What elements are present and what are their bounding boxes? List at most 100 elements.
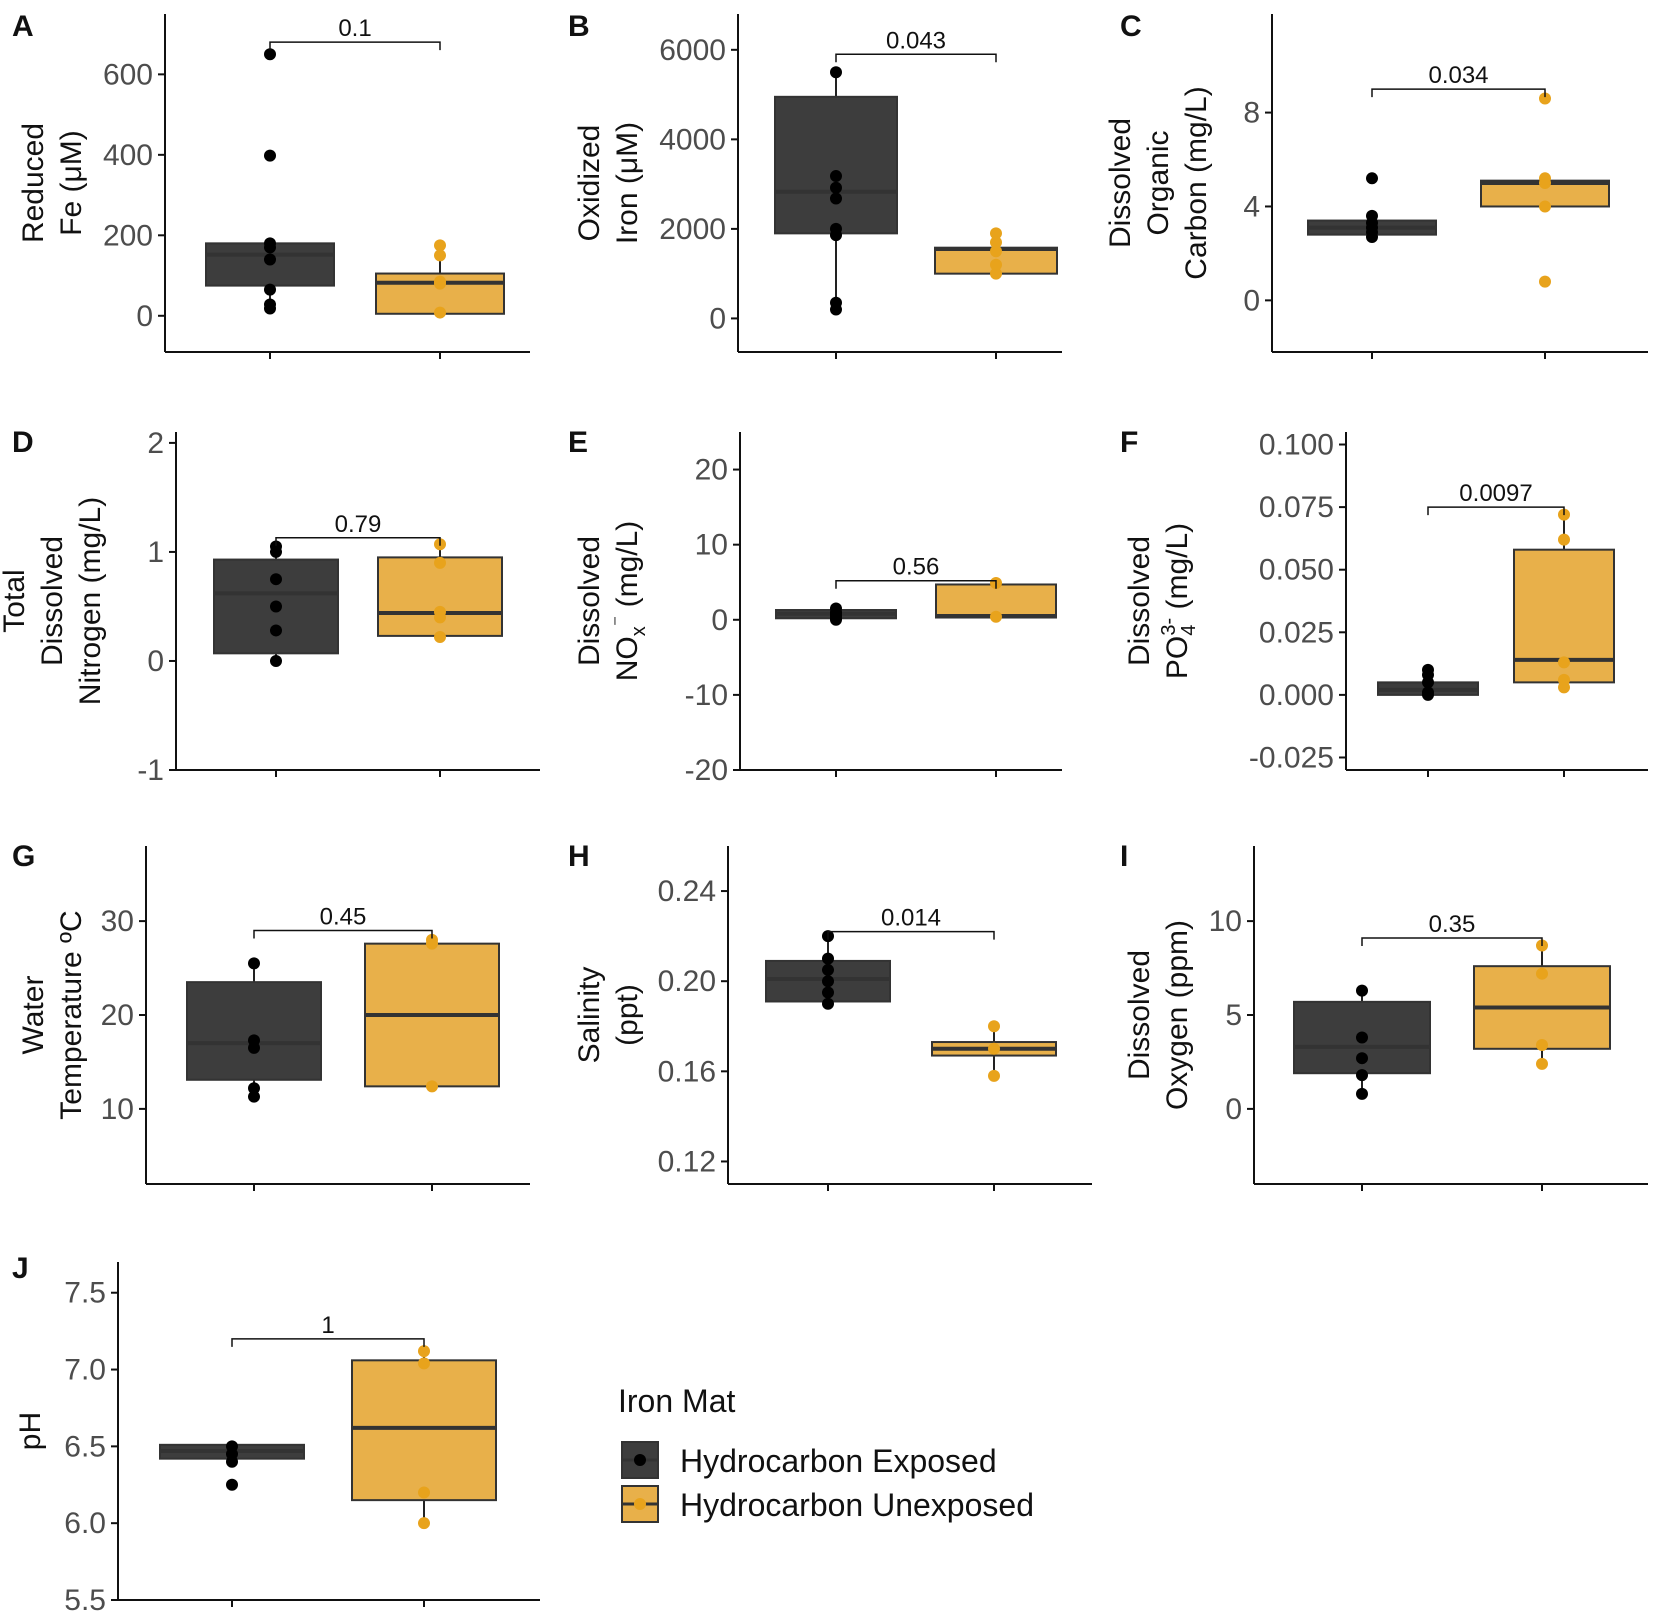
data-point [1356,984,1368,997]
data-point [1539,177,1551,189]
p-value-label: 0.35 [1429,911,1476,938]
data-point [264,149,276,162]
data-point [1558,681,1570,694]
p-value-label: 0.043 [886,27,946,54]
y-tick-label: 8 [1243,97,1260,130]
significance-bracket [835,579,997,589]
panel-letter: H [568,840,590,873]
y-tick-label: 10 [695,529,728,562]
y-tick-label: 10 [101,1093,134,1126]
y-tick-label: 0 [709,302,726,335]
data-point [264,283,276,296]
p-value-label: 0.56 [893,554,940,581]
y-tick-label: 0.000 [1259,679,1334,712]
panel-letter: D [12,426,34,459]
p-value-label: 0.45 [320,904,367,931]
box-exposed [1377,663,1479,701]
y-tick-label: -10 [685,679,728,712]
box-exposed [1307,172,1437,243]
y-tick-label: 400 [103,139,153,172]
data-point [1422,688,1434,701]
data-point [248,1082,260,1095]
data-point [264,302,276,315]
data-point [1356,1052,1368,1065]
data-point [1422,676,1434,689]
data-point [1536,967,1548,980]
y-axis-label: Dissolved [36,536,69,666]
y-tick-label: 0.100 [1259,429,1334,462]
y-axis-label: Fe (μM) [55,130,88,236]
panel-letter: C [1120,10,1142,43]
y-tick-label: 1 [147,536,164,569]
y-tick-label: 6000 [659,34,726,67]
box-unexposed [931,1020,1057,1082]
y-axis-label: NOx⁻ (mg/L) [608,521,650,682]
data-point [830,66,842,79]
box-exposed [775,602,897,626]
significance-bracket [1427,506,1565,516]
significance-bracket [1371,88,1546,98]
box-exposed [774,66,898,316]
panel-j: J 5.5 6.0 6.5 7.0 7.5 pH 1 [12,1252,540,1617]
data-point [990,236,1002,249]
y-tick-label: 0.025 [1259,616,1334,649]
p-value-label: 0.014 [881,905,941,932]
y-axis-label: Organic [1142,130,1175,235]
data-point [822,952,834,965]
data-point [1539,92,1551,105]
p-value-label: 0.0097 [1459,480,1532,507]
data-point [264,241,276,254]
y-axis-label: Salinity [573,967,606,1064]
y-tick-label: 0 [1243,284,1260,317]
box-unexposed [375,239,505,319]
y-tick-label: 4000 [659,123,726,156]
y-axis-label: Reduced [17,123,50,243]
panel-letter: E [568,426,588,459]
data-point [1558,656,1570,669]
panel-e: E -20 -10 0 10 20 Dissolved NOx⁻ (mg/L) 0.56 [568,426,1062,787]
data-point [418,1517,430,1530]
panel-letter: B [568,10,590,43]
data-point [426,937,438,950]
y-axis-label: Iron (μM) [611,122,644,244]
y-tick-label: 5 [1225,999,1242,1032]
y-tick-label: -0.025 [1249,741,1334,774]
y-tick-label: 0.075 [1259,491,1334,524]
data-point [990,610,1002,623]
p-value-label: 0.034 [1428,62,1488,89]
data-point [822,986,834,999]
y-tick-label: -20 [685,754,728,787]
y-axis-label: Nitrogen (mg/L) [74,497,107,705]
data-point [990,258,1002,271]
data-point [418,1357,430,1370]
panel-letter: J [12,1252,29,1285]
p-value-label: 1 [321,1312,334,1339]
legend-key-unexposed-point [634,1498,646,1510]
box-exposed [213,540,339,667]
y-tick-label: 10 [1209,905,1242,938]
data-point [270,654,282,667]
data-point [990,245,1002,258]
data-point [988,1069,1000,1082]
data-point [434,556,446,569]
panel-g: G 10 20 30 Water Temperature ºC 0.45 [12,840,530,1191]
box-unexposed [935,576,1057,623]
panel-c: C 0 4 8 Dissolved Organic Carbon (mg/L) 0.034 [1104,10,1648,359]
y-tick-label: 20 [101,999,134,1032]
panel-letter: A [12,10,34,43]
data-point [830,181,842,194]
data-point [822,997,834,1010]
panel-f: F -0.025 0.000 0.025 0.050 0.075 0.100 Dissolve… [1120,426,1648,777]
box-unexposed [1473,939,1611,1070]
y-tick-label: 600 [103,58,153,91]
legend-label-unexposed: Hydrocarbon Unexposed [680,1487,1034,1523]
legend-key-exposed-point [634,1454,646,1466]
box-exposed [765,930,891,1010]
data-point [830,613,842,626]
significance-bracket [269,41,441,51]
data-point [270,545,282,558]
data-point [434,239,446,252]
data-point [830,229,842,242]
